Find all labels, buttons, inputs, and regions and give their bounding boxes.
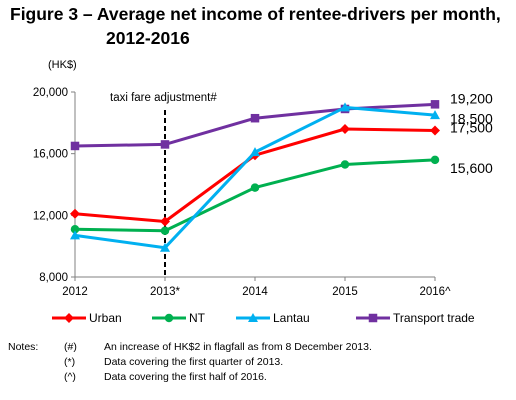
series-line-nt [74, 158, 436, 233]
data-point-nt [160, 226, 170, 235]
notes: Notes: (#) An increase of HK$2 in flagfa… [8, 340, 372, 385]
end-value-label: 19,200 [450, 90, 493, 106]
legend-label: NT [189, 311, 206, 325]
data-point-urban [160, 216, 170, 227]
y-tick-label: 12,000 [33, 210, 68, 222]
legend-label: Transport trade [393, 311, 475, 325]
legend-marker [248, 313, 258, 322]
data-point-lantau [160, 242, 170, 252]
data-point-nt [430, 155, 440, 165]
x-tick-label: 2016^ [420, 286, 452, 298]
data-point-nt [250, 183, 260, 192]
note-symbol: (*) [64, 356, 76, 368]
x-tick-label: 2014 [242, 286, 268, 298]
data-point-urban [70, 208, 80, 219]
data-point-transport-trade [70, 141, 80, 151]
x-tick-label: 2013* [150, 286, 181, 298]
data-point-lantau [250, 147, 260, 157]
chart-title-line2: 2012-2016 [106, 28, 190, 48]
x-tick-label: 2012 [62, 286, 88, 298]
note-text: An increase of HK$2 in flagfall as from … [104, 341, 372, 353]
x-tick-label: 2015 [332, 286, 358, 298]
y-unit-label: (HK$) [48, 59, 77, 71]
data-point-transport-trade [160, 140, 170, 149]
y-tick-label: 20,000 [33, 87, 68, 99]
note-text: Data covering the first quarter of 2013. [104, 356, 284, 368]
note-text: Data covering the first half of 2016. [104, 371, 267, 383]
series-line-urban [74, 127, 436, 223]
end-value-label: 15,600 [450, 160, 493, 176]
data-point-nt [340, 160, 350, 169]
notes-label: Notes: [8, 341, 39, 353]
legend-marker [64, 313, 74, 323]
annotation-label: taxi fare adjustment# [110, 92, 217, 104]
data-point-transport-trade [430, 100, 440, 109]
data-point-lantau [70, 230, 80, 240]
data-point-lantau [340, 102, 350, 112]
data-point-lantau [430, 110, 440, 120]
data-point-urban [340, 124, 350, 134]
y-tick-label: 16,000 [33, 149, 68, 161]
legend-marker [368, 313, 378, 323]
legend-marker [164, 313, 174, 323]
legend-label: Lantau [273, 311, 310, 325]
data-point-urban [430, 125, 440, 136]
legend-label: Urban [89, 311, 122, 325]
note-symbol: (#) [64, 341, 77, 353]
end-value-label: 18,500 [450, 110, 493, 126]
end-value-label: 17,500 [450, 120, 493, 136]
y-tick-label: 8,000 [39, 272, 68, 284]
chart-title: Figure 3 – Average net income of rentee-… [10, 2, 510, 50]
line-chart: (HK$) 8,000 12,000 16,000 20,000 2012 2013* 201… [33, 59, 493, 325]
note-symbol: (^) [64, 371, 76, 383]
data-point-transport-trade [250, 113, 260, 123]
chart-title-line1: Figure 3 – Average net income of rentee-… [10, 4, 501, 24]
data-point-nt [70, 224, 80, 234]
